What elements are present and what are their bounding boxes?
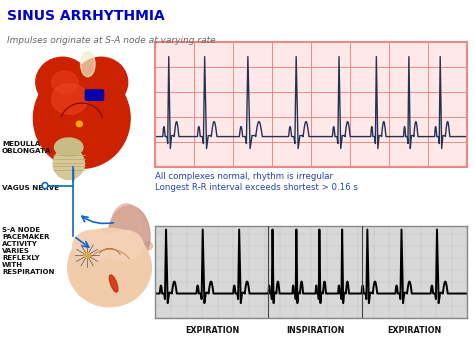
Text: S-A NODE
PACEMAKER
ACTIVITY
VARIES
REFLEXLY
WITH
RESPIRATION: S-A NODE PACEMAKER ACTIVITY VARIES REFLE… (2, 227, 54, 275)
Ellipse shape (74, 57, 128, 107)
Text: EXPIRATION: EXPIRATION (387, 326, 442, 335)
Ellipse shape (120, 229, 128, 237)
Ellipse shape (36, 57, 89, 107)
Text: Longest R-R interval exceeds shortest > 0.16 s: Longest R-R interval exceeds shortest > … (155, 183, 358, 192)
Ellipse shape (53, 148, 84, 179)
Ellipse shape (52, 71, 78, 93)
Ellipse shape (33, 68, 130, 168)
Text: MEDULLA
OBLONGATA: MEDULLA OBLONGATA (2, 141, 51, 154)
Ellipse shape (108, 230, 116, 237)
Text: EXPIRATION: EXPIRATION (185, 326, 239, 335)
Text: SINUS ARRHYTHMIA: SINUS ARRHYTHMIA (7, 9, 165, 23)
Ellipse shape (84, 253, 90, 258)
Ellipse shape (73, 230, 114, 260)
Text: All complexes normal, rhythm is irregular: All complexes normal, rhythm is irregula… (155, 172, 334, 181)
Ellipse shape (68, 228, 151, 307)
Ellipse shape (133, 235, 140, 243)
Ellipse shape (109, 275, 118, 292)
Text: VAGUS NERVE: VAGUS NERVE (2, 185, 59, 191)
Ellipse shape (108, 206, 150, 267)
Ellipse shape (111, 204, 142, 246)
Ellipse shape (104, 230, 143, 260)
Ellipse shape (145, 242, 153, 250)
Ellipse shape (42, 183, 48, 189)
Ellipse shape (52, 84, 88, 114)
Ellipse shape (76, 121, 82, 127)
Text: INSPIRATION: INSPIRATION (286, 326, 344, 335)
Ellipse shape (81, 52, 95, 77)
Ellipse shape (55, 138, 83, 156)
FancyBboxPatch shape (85, 90, 103, 100)
Text: Impulses originate at S-A node at varying rate: Impulses originate at S-A node at varyin… (7, 36, 216, 45)
